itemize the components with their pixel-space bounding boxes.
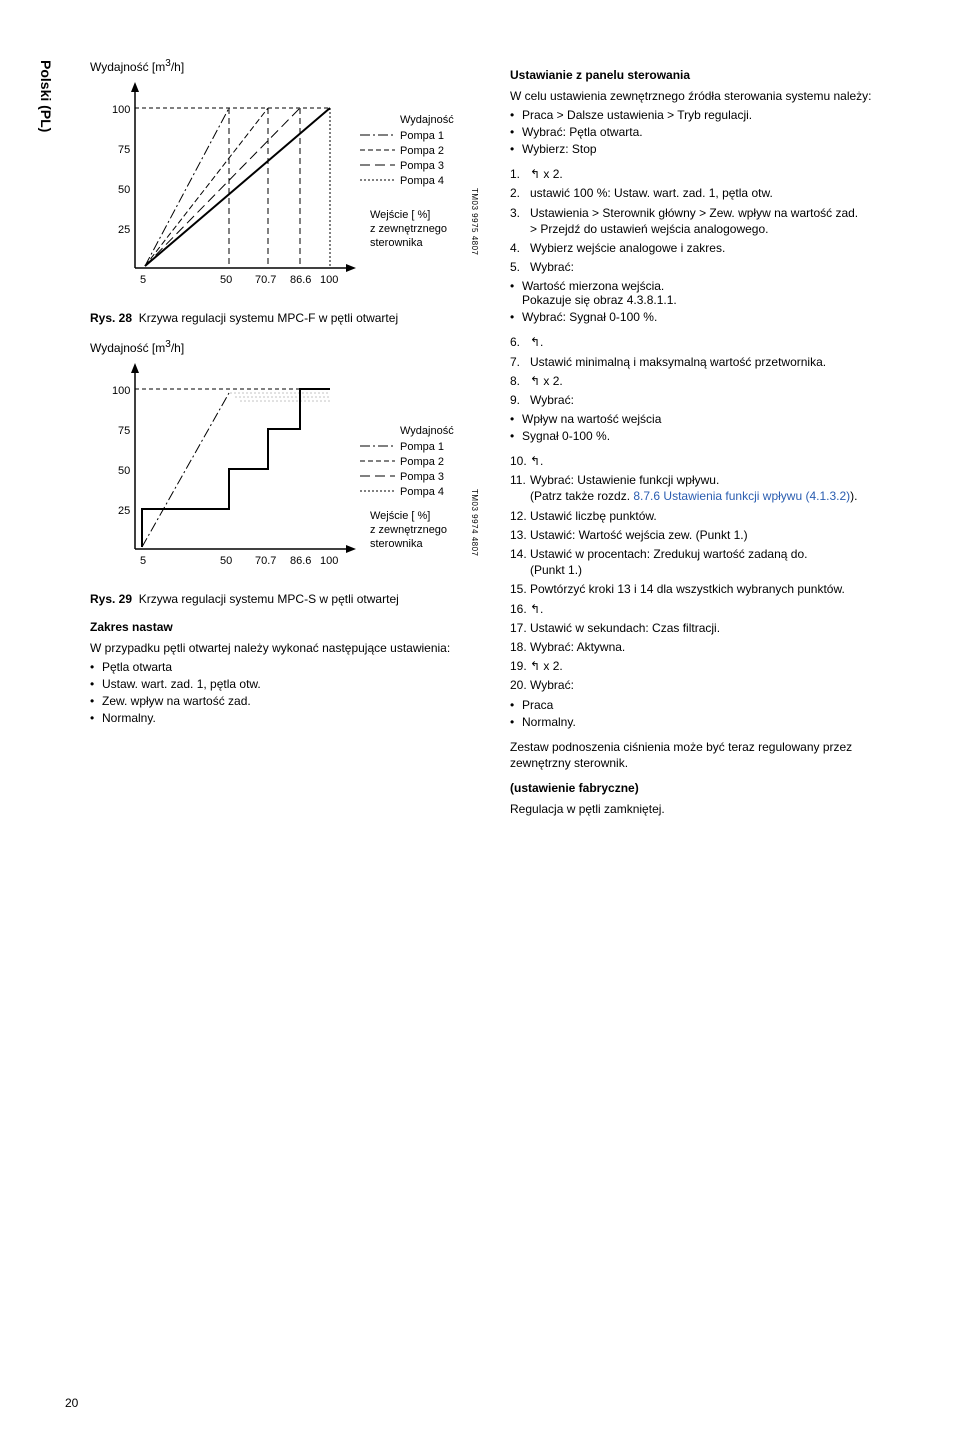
chart1-x866: 86.6 bbox=[290, 274, 311, 286]
right-p2: Zestaw podnoszenia ciśnienia może być te… bbox=[510, 739, 910, 771]
step5-sub: Wartość mierzona wejścia.Pokazuje się ob… bbox=[510, 279, 910, 324]
step20-b1: Praca bbox=[510, 698, 910, 712]
step1: 1.↰ x 2. bbox=[510, 166, 910, 182]
step8: 8.↰ x 2. bbox=[510, 373, 910, 389]
step5: 5.Wybrać: bbox=[510, 259, 910, 275]
chart1-xlab3: sterownika bbox=[370, 237, 423, 249]
svg-text:Pompa 3: Pompa 3 bbox=[400, 471, 444, 483]
zakres-b4: Normalny. bbox=[90, 711, 490, 725]
chart1-leg-p4: Pompa 4 bbox=[400, 175, 444, 187]
svg-text:sterownika: sterownika bbox=[370, 538, 423, 550]
svg-text:100: 100 bbox=[112, 385, 130, 397]
chart1-caption-num: Rys. 28 bbox=[90, 311, 132, 325]
chart1-x707: 70.7 bbox=[255, 274, 276, 286]
svg-text:Wejście [ %]: Wejście [ %] bbox=[370, 510, 430, 522]
chart1-y100: 100 bbox=[112, 104, 130, 116]
step3: 3.Ustawienia > Sterownik główny > Zew. w… bbox=[510, 205, 910, 237]
svg-text:86.6: 86.6 bbox=[290, 555, 311, 567]
ustawianie-heading: Ustawianie z panelu sterowania bbox=[510, 68, 910, 82]
step15: 15.Powtórzyć kroki 13 i 14 dla wszystkic… bbox=[510, 581, 910, 597]
zakres-heading: Zakres nastaw bbox=[90, 620, 490, 634]
chart1-leg-p3: Pompa 3 bbox=[400, 160, 444, 172]
step20: 20.Wybrać: bbox=[510, 677, 910, 693]
svg-text:Pompa 1: Pompa 1 bbox=[400, 441, 444, 453]
chart1-caption-text: Krzywa regulacji systemu MPC-F w pętli o… bbox=[139, 311, 398, 325]
svg-text:70.7: 70.7 bbox=[255, 555, 276, 567]
chart1-y50: 50 bbox=[118, 184, 130, 196]
step13: 13.Ustawić: Wartość wejścia zew. (Punkt … bbox=[510, 527, 910, 543]
steps-list: 1.↰ x 2. 2.ustawić 100 %: Ustaw. wart. z… bbox=[510, 166, 910, 275]
step4: 4.Wybierz wejście analogowe i zakres. bbox=[510, 240, 910, 256]
left-column: Wydajność [m3/h] 100 75 50 25 5 50 70.7 … bbox=[90, 58, 490, 821]
page-number: 20 bbox=[65, 1396, 78, 1410]
step5-b1: Wartość mierzona wejścia.Pokazuje się ob… bbox=[510, 279, 910, 307]
chart1-x100: 100 bbox=[320, 274, 338, 286]
svg-text:z zewnętrznego: z zewnętrznego bbox=[370, 524, 447, 536]
chart1-y75: 75 bbox=[118, 144, 130, 156]
factory-heading: (ustawienie fabryczne) bbox=[510, 781, 910, 795]
zakres-intro: W przypadku pętli otwartej należy wykona… bbox=[90, 640, 490, 656]
right-p3: Regulacja w pętli zamkniętej. bbox=[510, 801, 910, 817]
chart1-x5: 5 bbox=[140, 274, 146, 286]
step2: 2.ustawić 100 %: Ustaw. wart. zad. 1, pę… bbox=[510, 185, 910, 201]
step12: 12.Ustawić liczbę punktów. bbox=[510, 508, 910, 524]
chart1-xlab2: z zewnętrznego bbox=[370, 223, 447, 235]
step6: 6.↰. bbox=[510, 334, 910, 350]
chart2-caption: Rys. 29 Krzywa regulacji systemu MPC-S w… bbox=[90, 592, 490, 606]
rb1: Praca > Dalsze ustawienia > Tryb regulac… bbox=[510, 108, 910, 122]
svg-text:25: 25 bbox=[118, 505, 130, 517]
chart1-leg-title: Wydajność bbox=[400, 114, 454, 126]
step16: 16.↰. bbox=[510, 601, 910, 617]
svg-text:5: 5 bbox=[140, 555, 146, 567]
language-tab: Polski (PL) bbox=[38, 60, 54, 132]
svg-text:50: 50 bbox=[118, 465, 130, 477]
zakres-list: Pętla otwarta Ustaw. wart. zad. 1, pętla… bbox=[90, 660, 490, 725]
chart1-ylabel: Wydajność [m3/h] bbox=[90, 58, 490, 74]
chart2-ylabel: Wydajność [m3/h] bbox=[90, 339, 490, 355]
step17: 17.Ustawić w sekundach: Czas filtracji. bbox=[510, 620, 910, 636]
step11: 11.Wybrać: Ustawienie funkcji wpływu.(Pa… bbox=[510, 472, 910, 504]
step20-sub: Praca Normalny. bbox=[510, 698, 910, 729]
svg-text:50: 50 bbox=[220, 555, 232, 567]
step7: 7.Ustawić minimalną i maksymalną wartość… bbox=[510, 354, 910, 370]
chart1-caption: Rys. 28 Krzywa regulacji systemu MPC-F w… bbox=[90, 311, 490, 325]
chart1-code: TM03 9975 4807 bbox=[470, 188, 479, 256]
zakres-b3: Zew. wpływ na wartość zad. bbox=[90, 694, 490, 708]
chart2: 100 75 50 25 5 50 70.7 86.6 100 bbox=[90, 359, 490, 582]
steps-list3: 10.↰. 11.Wybrać: Ustawienie funkcji wpły… bbox=[510, 453, 910, 693]
chart1-xlab1: Wejście [ %] bbox=[370, 209, 430, 221]
step14: 14.Ustawić w procentach: Zredukuj wartoś… bbox=[510, 546, 910, 578]
step18: 18.Wybrać: Aktywna. bbox=[510, 639, 910, 655]
chart1: 100 75 50 25 5 50 70.7 86.6 100 bbox=[90, 78, 490, 301]
svg-text:Wydajność: Wydajność bbox=[400, 425, 454, 437]
ustawianie-intro: W celu ustawienia zewnętrznego źródła st… bbox=[510, 88, 910, 104]
rb3: Wybierz: Stop bbox=[510, 142, 910, 156]
chart1-leg-p1: Pompa 1 bbox=[400, 130, 444, 142]
step19: 19.↰ x 2. bbox=[510, 658, 910, 674]
step10: 10.↰. bbox=[510, 453, 910, 469]
right-column: Ustawianie z panelu sterowania W celu us… bbox=[510, 58, 910, 821]
svg-text:75: 75 bbox=[118, 425, 130, 437]
chart2-caption-text: Krzywa regulacji systemu MPC-S w pętli o… bbox=[139, 592, 399, 606]
step9-sub: Wpływ na wartość wejścia Sygnał 0-100 %. bbox=[510, 412, 910, 443]
chart1-y25: 25 bbox=[118, 224, 130, 236]
svg-text:100: 100 bbox=[320, 555, 338, 567]
steps-list2: 6.↰. 7.Ustawić minimalną i maksymalną wa… bbox=[510, 334, 910, 408]
zakres-b1: Pętla otwarta bbox=[90, 660, 490, 674]
chart1-leg-p2: Pompa 2 bbox=[400, 145, 444, 157]
chart2-caption-num: Rys. 29 bbox=[90, 592, 132, 606]
right-bullets-top: Praca > Dalsze ustawienia > Tryb regulac… bbox=[510, 108, 910, 156]
step9-b1: Wpływ na wartość wejścia bbox=[510, 412, 910, 426]
chart2-code: TM03 9974 4807 bbox=[470, 489, 479, 557]
step5-b2: Wybrać: Sygnał 0-100 %. bbox=[510, 310, 910, 324]
svg-text:Pompa 4: Pompa 4 bbox=[400, 486, 444, 498]
step9: 9.Wybrać: bbox=[510, 392, 910, 408]
svg-text:Pompa 2: Pompa 2 bbox=[400, 456, 444, 468]
zakres-b2: Ustaw. wart. zad. 1, pętla otw. bbox=[90, 677, 490, 691]
link-8-7-6[interactable]: 8.7.6 Ustawienia funkcji wpływu (4.1.3.2… bbox=[633, 489, 850, 503]
rb2: Wybrać: Pętla otwarta. bbox=[510, 125, 910, 139]
step20-b2: Normalny. bbox=[510, 715, 910, 729]
chart1-x50: 50 bbox=[220, 274, 232, 286]
step9-b2: Sygnał 0-100 %. bbox=[510, 429, 910, 443]
